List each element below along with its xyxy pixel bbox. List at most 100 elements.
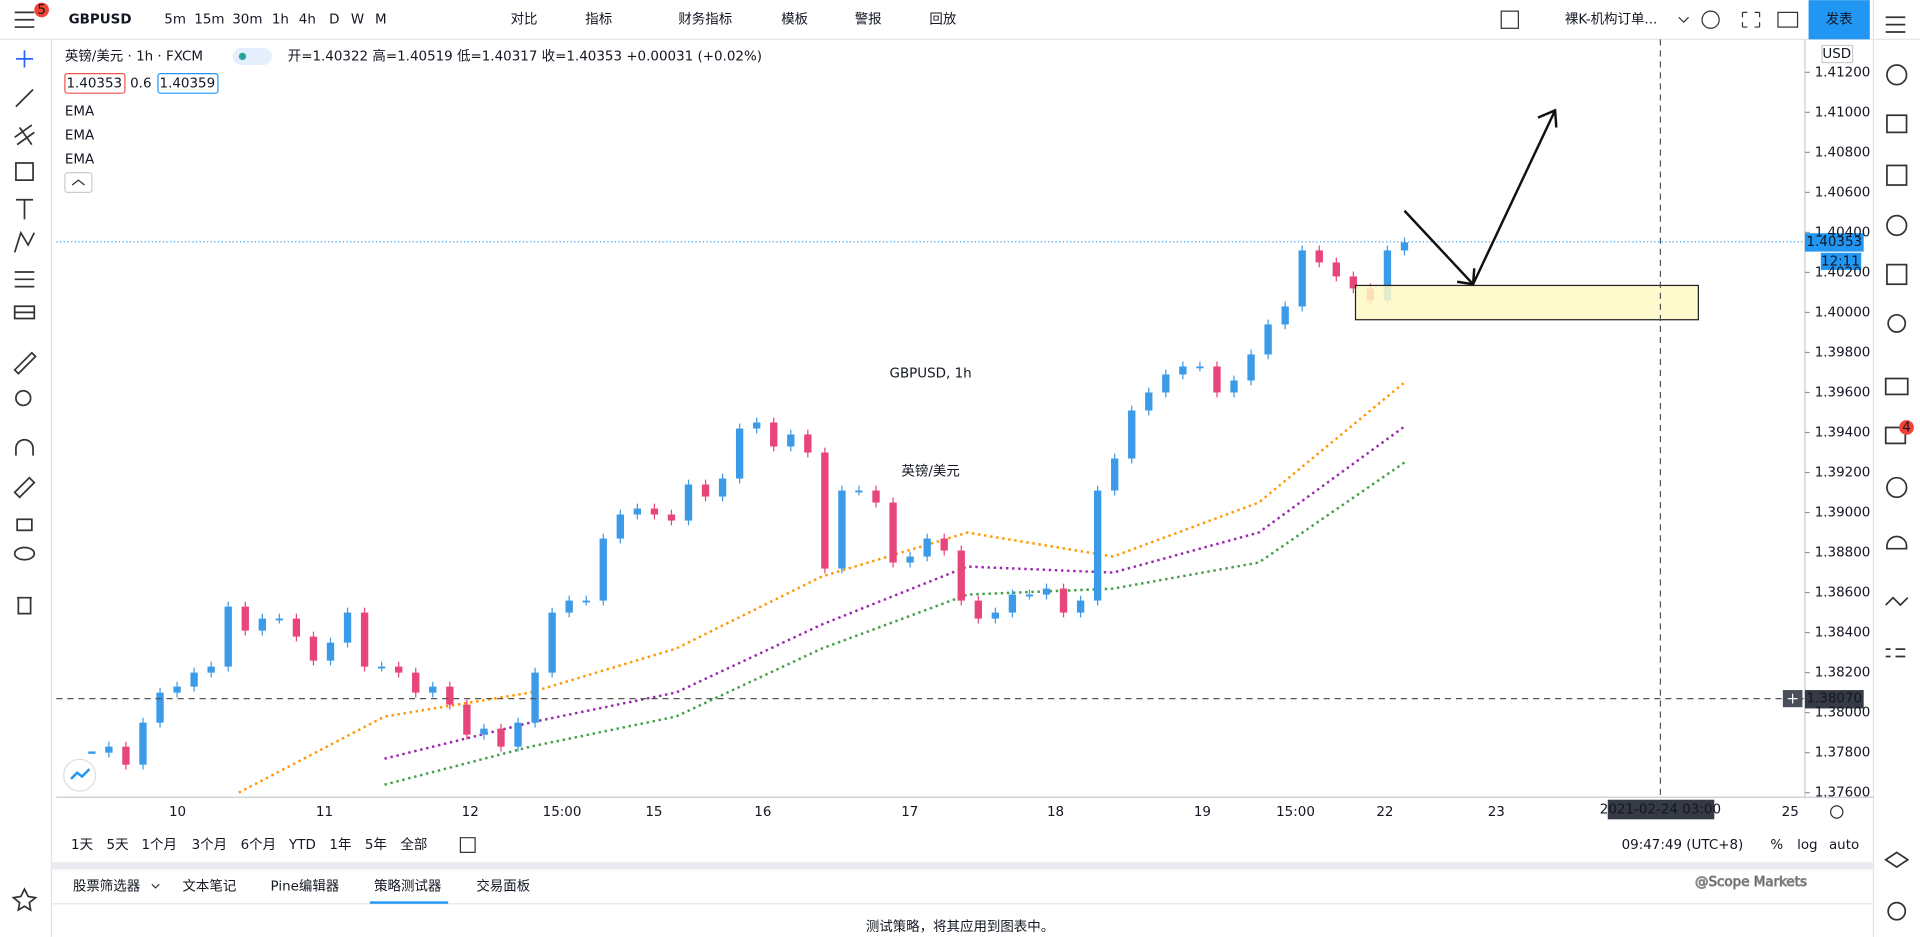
toolbar-button[interactable]: 财务指标 bbox=[678, 12, 732, 28]
calc-icon[interactable] bbox=[1886, 263, 1908, 286]
interval[interactable]: 30m bbox=[232, 13, 262, 28]
toolbar-button[interactable]: 对比 bbox=[511, 12, 538, 28]
data-icon[interactable] bbox=[1886, 164, 1908, 186]
interval[interactable]: 15m bbox=[194, 13, 224, 28]
watermark-symbol: GBPUSD, 1h bbox=[890, 367, 972, 382]
layout-name[interactable]: 裸K-机构订单... bbox=[1565, 12, 1657, 28]
interval[interactable]: M bbox=[375, 13, 387, 28]
y-tick-label: 1.38400 bbox=[1815, 626, 1871, 641]
lock-draw-tool[interactable] bbox=[13, 476, 36, 499]
eye-tool[interactable] bbox=[13, 546, 36, 561]
candle bbox=[412, 672, 420, 693]
range-button[interactable]: 5天 bbox=[107, 838, 129, 853]
y-tick-label: 1.37800 bbox=[1815, 746, 1871, 761]
interval[interactable]: W bbox=[351, 13, 364, 28]
fib-tool[interactable] bbox=[14, 124, 35, 146]
left-toolbar[interactable] bbox=[11, 11, 38, 912]
bottom-tab[interactable]: 策略测试器 bbox=[374, 878, 442, 895]
bottom-tab[interactable]: Pine编辑器 bbox=[271, 879, 340, 895]
candle bbox=[1179, 366, 1187, 375]
settings-icon[interactable] bbox=[1701, 10, 1720, 29]
toolbar-button[interactable]: 模板 bbox=[781, 12, 808, 28]
candle bbox=[1008, 594, 1017, 613]
menu-icon[interactable] bbox=[14, 11, 35, 28]
crosshair-tool[interactable] bbox=[15, 50, 34, 68]
arrow-drawing[interactable] bbox=[1403, 108, 1558, 287]
watchlist-icon[interactable] bbox=[1885, 16, 1906, 33]
scale-option[interactable]: auto bbox=[1829, 838, 1859, 853]
zone-rectangle[interactable] bbox=[1354, 284, 1699, 321]
trade-icon[interactable] bbox=[1885, 596, 1909, 607]
calendar-icon[interactable] bbox=[1886, 214, 1908, 237]
toolbar-button[interactable]: 指标 bbox=[585, 12, 612, 28]
zoom-tool[interactable] bbox=[15, 389, 32, 407]
dom-icon[interactable] bbox=[1885, 648, 1906, 658]
range-button[interactable]: 1年 bbox=[329, 837, 351, 853]
ask-box[interactable] bbox=[157, 72, 219, 94]
news-icon[interactable] bbox=[1886, 114, 1908, 134]
measure-tool[interactable] bbox=[13, 351, 37, 375]
favorites[interactable] bbox=[11, 887, 38, 912]
prediction-tool[interactable] bbox=[14, 271, 35, 288]
bottom-tab[interactable]: 交易面板 bbox=[476, 878, 530, 895]
goto-date-icon[interactable] bbox=[459, 837, 476, 853]
magnet-tool[interactable] bbox=[15, 438, 34, 456]
scale-option[interactable]: % bbox=[1770, 838, 1783, 853]
candle bbox=[1264, 324, 1272, 355]
collapse-button[interactable] bbox=[64, 172, 93, 193]
axis-settings[interactable] bbox=[1830, 805, 1844, 819]
message-icon[interactable] bbox=[1884, 426, 1907, 445]
last-price: 1.40353 bbox=[1806, 235, 1862, 250]
icon-tool[interactable] bbox=[13, 305, 36, 320]
chat-icon[interactable] bbox=[1884, 377, 1909, 396]
alarm-icon[interactable] bbox=[1886, 64, 1908, 86]
bid[interactable]: 1.40353 bbox=[66, 76, 122, 91]
tab-caret[interactable] bbox=[151, 883, 160, 889]
idea-icon[interactable] bbox=[1887, 313, 1907, 333]
toolbar-button[interactable]: 警报 bbox=[855, 12, 882, 28]
y-tick-label: 1.39400 bbox=[1815, 426, 1871, 441]
range-button[interactable]: 1个月 bbox=[141, 837, 176, 853]
toolbar-button[interactable]: 回放 bbox=[929, 12, 956, 28]
candle bbox=[889, 502, 897, 563]
candle bbox=[821, 452, 829, 569]
pattern-tool[interactable] bbox=[13, 230, 36, 253]
snapshot-icon[interactable] bbox=[1777, 11, 1799, 28]
range-button[interactable]: 5年 bbox=[365, 837, 387, 853]
bottom-tab[interactable]: 文本笔记 bbox=[182, 879, 236, 895]
shape-tool[interactable] bbox=[15, 162, 34, 181]
publish-label[interactable]: 发表 bbox=[1826, 12, 1853, 28]
interval[interactable]: 1h bbox=[272, 13, 289, 28]
hint-icon[interactable] bbox=[1886, 476, 1908, 499]
right-sidebar[interactable] bbox=[1884, 16, 1910, 921]
line-tool[interactable] bbox=[15, 88, 34, 108]
symbol[interactable]: GBPUSD bbox=[69, 13, 132, 28]
indicator-label[interactable]: EMA bbox=[65, 152, 95, 167]
select-box[interactable] bbox=[1500, 10, 1519, 29]
range-button[interactable]: YTD bbox=[288, 838, 316, 853]
y-tick-label: 1.39800 bbox=[1815, 345, 1871, 360]
text-tool[interactable] bbox=[15, 198, 34, 220]
lock-tool[interactable] bbox=[16, 518, 33, 532]
publish-button[interactable] bbox=[1808, 0, 1870, 40]
interval[interactable]: 4h bbox=[299, 13, 316, 28]
trash-tool[interactable] bbox=[17, 596, 32, 615]
bottom-tab[interactable]: 股票筛选器 bbox=[73, 879, 141, 895]
range-button[interactable]: 全部 bbox=[400, 836, 427, 853]
range-button[interactable]: 3个月 bbox=[192, 837, 227, 853]
dropdown-caret[interactable] bbox=[1678, 16, 1690, 24]
layers-icon[interactable] bbox=[1884, 851, 1910, 869]
interval[interactable]: 5m bbox=[164, 13, 186, 28]
scale-option[interactable]: log bbox=[1797, 838, 1818, 853]
range-button[interactable]: 6个月 bbox=[241, 837, 276, 853]
interval[interactable]: D bbox=[329, 13, 339, 28]
range-button[interactable]: 1天 bbox=[71, 838, 93, 853]
indicator-label[interactable]: EMA bbox=[65, 105, 95, 120]
bid-box[interactable] bbox=[64, 72, 126, 94]
indicator-label[interactable]: EMA bbox=[65, 128, 95, 143]
help-icon[interactable] bbox=[1887, 901, 1907, 921]
notify-icon[interactable] bbox=[1886, 535, 1908, 550]
ask[interactable]: 1.40359 bbox=[160, 76, 216, 91]
fullscreen-icon[interactable] bbox=[1741, 11, 1761, 28]
